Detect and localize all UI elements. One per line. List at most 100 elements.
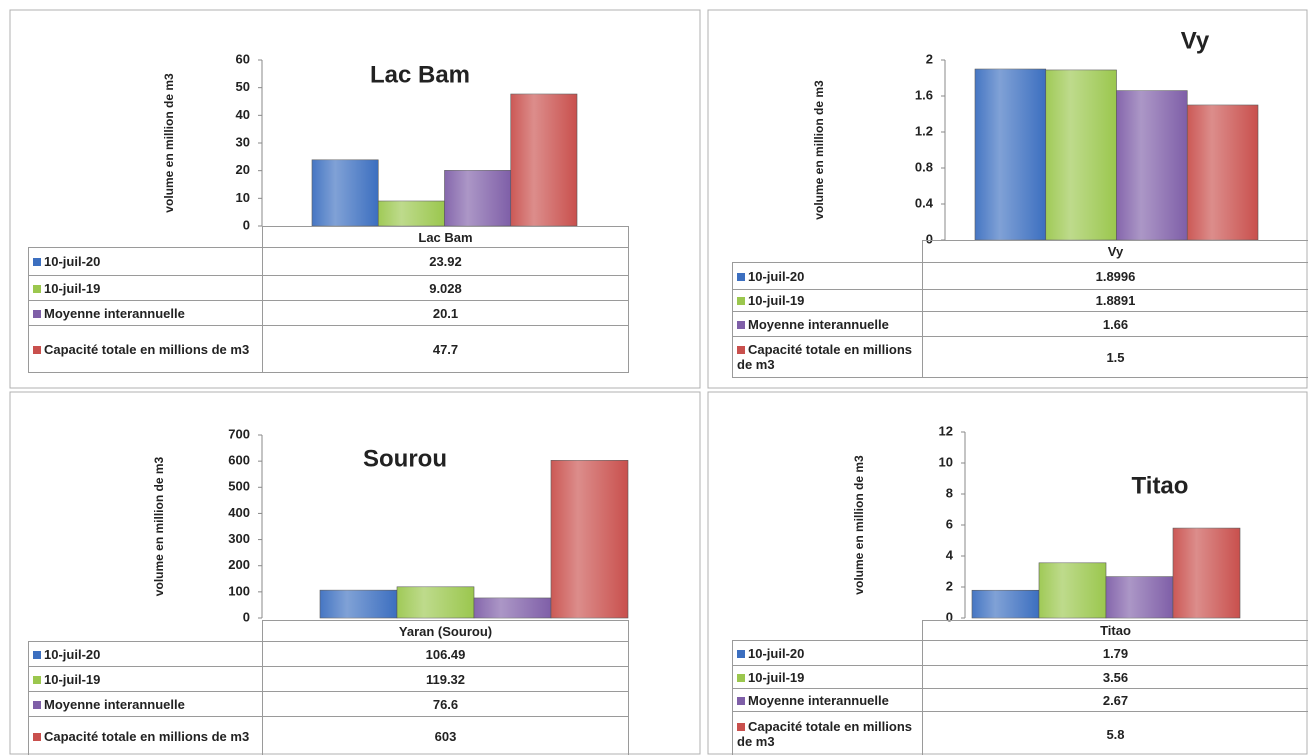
value-label: 1.79 — [922, 640, 1308, 666]
y-tick-label: 0 — [243, 217, 250, 232]
panel-border — [707, 9, 1308, 389]
bar-shine — [312, 159, 379, 226]
bar-shine — [1039, 562, 1106, 618]
chart-title: Vy — [1181, 27, 1210, 54]
category-label: Yaran (Sourou) — [262, 620, 629, 642]
header-row: Vy — [733, 240, 1308, 263]
bar-shine — [510, 94, 577, 226]
data-table: Vy 10-juil-20 1.8996 10-juil-19 1.8891 Moyenn… — [732, 240, 1308, 378]
legend-cell: Moyenne interannuelle — [732, 688, 923, 712]
legend-cell: 10-juil-19 — [28, 275, 263, 301]
legend-label: 10-juil-20 — [44, 646, 101, 662]
table-row: Moyenne interannuelle 1.66 — [732, 311, 1308, 337]
legend-cell: 10-juil-20 — [732, 640, 923, 666]
blank-cell — [733, 621, 923, 641]
legend-label: Moyenne interannuelle — [44, 305, 185, 321]
legend-label: 10-juil-20 — [748, 645, 805, 661]
legend-cell: 10-juil-19 — [28, 666, 263, 692]
legend-key — [737, 320, 745, 329]
y-tick-label: 30 — [236, 134, 250, 149]
blank-cell — [733, 241, 923, 263]
table-row: 10-juil-20 1.79 — [732, 640, 1308, 666]
legend-key — [737, 346, 745, 354]
bar-shine — [975, 69, 1046, 240]
bar-shine — [972, 590, 1039, 618]
legend-label: 10-juil-19 — [748, 669, 805, 685]
chart-title: Lac Bam — [370, 61, 470, 88]
y-tick-label: 1.6 — [915, 87, 933, 102]
category-label: Titao — [922, 620, 1308, 641]
bar-shine — [1045, 69, 1117, 240]
legend-key — [33, 284, 41, 293]
legend-key — [737, 723, 745, 731]
legend-label: Moyenne interannuelle — [748, 692, 889, 708]
y-tick-label: 700 — [228, 426, 250, 441]
bar-shine — [1116, 90, 1188, 240]
y-tick-label: 40 — [236, 107, 250, 122]
legend-key — [33, 733, 41, 741]
header-row: Lac Bam — [29, 226, 629, 248]
legend-label: Capacité totale en millions de m3 — [44, 341, 250, 357]
bar-shine — [320, 590, 397, 618]
y-tick-label: 12 — [939, 423, 953, 438]
y-tick-label: 4 — [946, 547, 954, 562]
y-tick-label: 60 — [236, 51, 250, 66]
data-table: Titao 10-juil-20 1.79 10-juil-19 3.56 Moyenne… — [732, 620, 1308, 755]
table-row: 10-juil-19 3.56 — [732, 665, 1308, 689]
y-tick-label: 8 — [946, 485, 953, 500]
legend-cell: Moyenne interannuelle — [732, 311, 923, 337]
legend-key — [33, 650, 41, 659]
value-label: 1.66 — [922, 311, 1308, 337]
table-row: Moyenne interannuelle 2.67 — [732, 688, 1308, 712]
legend-key — [737, 297, 745, 305]
table-row: 10-juil-20 106.49 — [28, 641, 629, 667]
y-axis-label: volume en million de m3 — [162, 73, 176, 213]
y-tick-label: 2 — [926, 51, 933, 66]
y-tick-label: 0.4 — [915, 195, 934, 210]
y-tick-label: 10 — [939, 454, 953, 469]
legend-cell: Capacité totale en millions de m3 — [732, 711, 923, 755]
table-row: 10-juil-20 1.8996 — [732, 262, 1308, 290]
table-row: Capacité totale en millions de m3 5.8 — [732, 711, 1308, 755]
blank-cell — [29, 621, 263, 642]
y-tick-label: 10 — [236, 190, 250, 205]
data-table: Yaran (Sourou) 10-juil-20 106.49 10-juil-19… — [28, 620, 629, 755]
blank-cell — [29, 227, 263, 248]
value-label: 106.49 — [262, 641, 629, 667]
value-label: 23.92 — [262, 247, 629, 276]
legend-key — [33, 345, 41, 354]
panel-border — [9, 9, 701, 389]
y-axis-label: volume en million de m3 — [852, 455, 866, 595]
value-label: 1.8891 — [922, 289, 1308, 312]
bar-shine — [397, 586, 474, 618]
table-row: 10-juil-19 1.8891 — [732, 289, 1308, 312]
bar-shine — [1173, 528, 1240, 618]
legend-key — [33, 675, 41, 684]
bar-shine — [1187, 105, 1258, 240]
y-tick-label: 500 — [228, 479, 250, 494]
legend-label: 10-juil-20 — [44, 254, 101, 269]
legend-key — [737, 272, 745, 281]
value-label: 76.6 — [262, 691, 629, 717]
legend-label: Moyenne interannuelle — [748, 316, 889, 332]
legend-label: 10-juil-19 — [44, 671, 101, 687]
legend-label: 10-juil-19 — [748, 293, 805, 308]
value-label: 1.8996 — [922, 262, 1308, 290]
category-label: Lac Bam — [262, 226, 629, 248]
y-tick-label: 300 — [228, 531, 250, 546]
legend-label: Capacité totale en millions de m3 — [737, 719, 912, 749]
table-row: Capacité totale en millions de m3 1.5 — [732, 336, 1308, 378]
legend-key — [737, 649, 745, 658]
legend-cell: 10-juil-20 — [28, 641, 263, 667]
table-row: 10-juil-20 23.92 — [28, 247, 629, 276]
bar-shine — [378, 201, 445, 226]
legend-cell: Moyenne interannuelle — [28, 300, 263, 326]
legend-cell: 10-juil-20 — [28, 247, 263, 276]
legend-key — [33, 700, 41, 709]
table-row: Capacité totale en millions de m3 603 — [28, 716, 629, 755]
y-tick-label: 200 — [228, 557, 250, 572]
legend-label: 10-juil-19 — [44, 280, 101, 296]
legend-cell: Capacité totale en millions de m3 — [732, 336, 923, 378]
